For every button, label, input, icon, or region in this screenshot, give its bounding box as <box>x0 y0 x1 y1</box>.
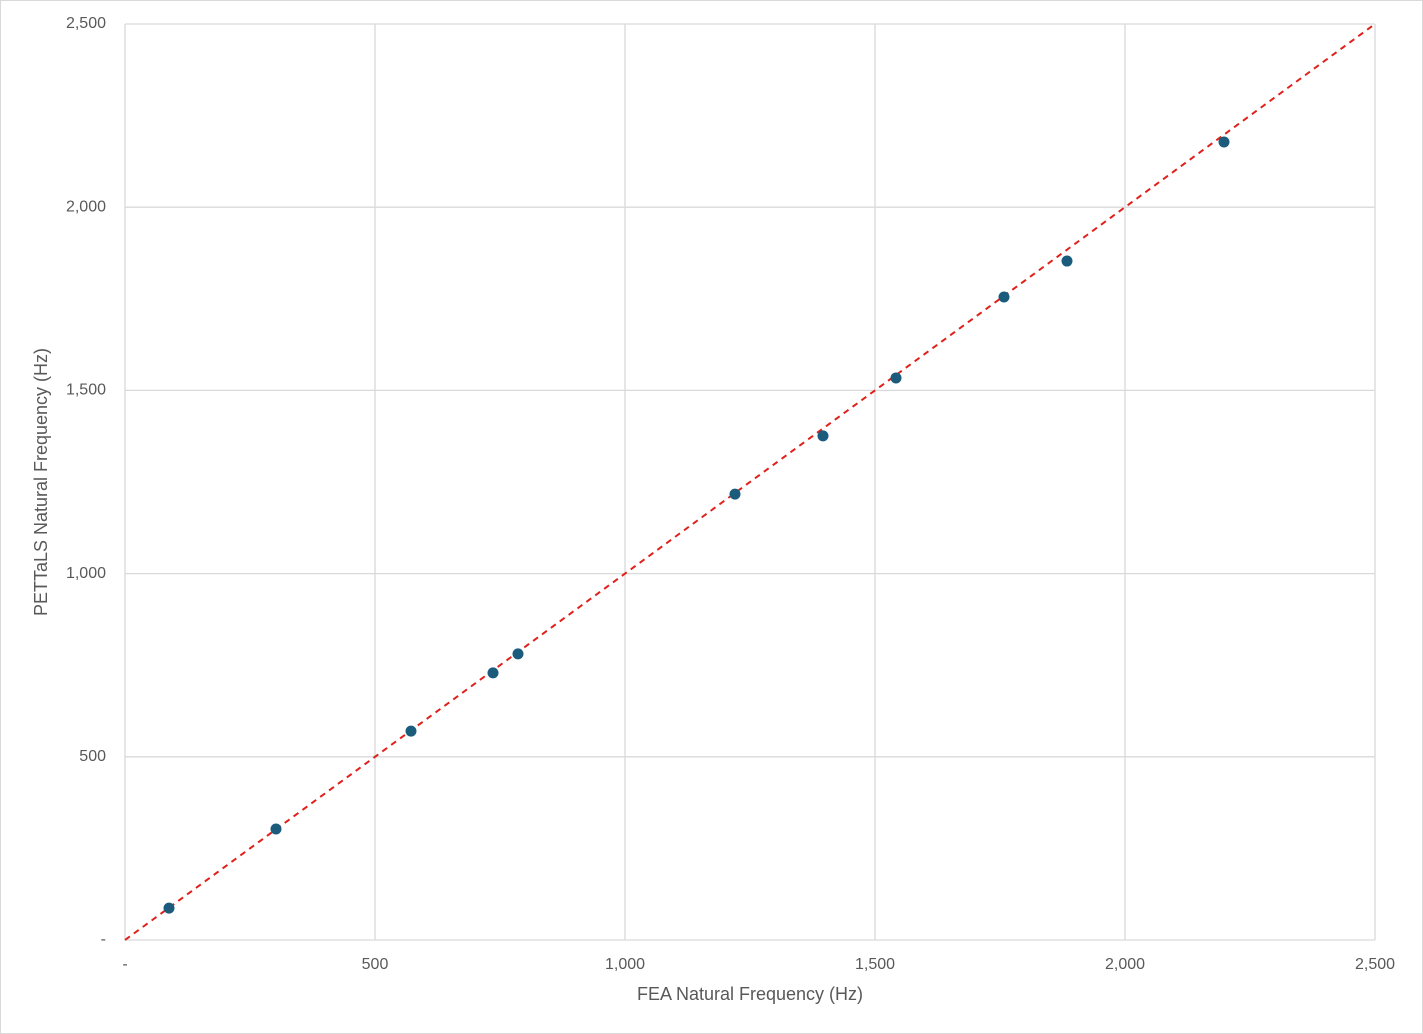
y-tick-label: 1,500 <box>66 382 106 399</box>
y-tick-label: - <box>101 931 106 948</box>
data-point <box>163 902 175 914</box>
y-tick-label: 1,000 <box>66 565 106 582</box>
x-axis-title: FEA Natural Frequency (Hz) <box>637 984 863 1004</box>
x-tick-label: 2,000 <box>1105 956 1145 973</box>
data-point <box>1061 255 1073 267</box>
data-point <box>405 725 417 737</box>
x-tick-label: 1,000 <box>605 956 645 973</box>
y-tick-label: 500 <box>79 748 106 765</box>
y-tick-label: 2,000 <box>66 198 106 215</box>
x-tick-label: 1,500 <box>855 956 895 973</box>
data-point <box>890 372 902 384</box>
y-tick-label: 2,500 <box>66 15 106 32</box>
y-axis-title: PETTaLS Natural Frequency (Hz) <box>31 348 51 616</box>
x-tick-label: 2,500 <box>1355 956 1395 973</box>
x-tick-label: 500 <box>362 956 389 973</box>
x-tick-label: - <box>122 956 127 973</box>
data-point <box>998 291 1010 303</box>
data-point <box>817 430 829 442</box>
reference-line <box>124 23 1376 941</box>
data-point <box>1218 136 1230 148</box>
data-point <box>270 823 282 835</box>
data-point <box>729 488 741 500</box>
data-point <box>487 667 499 679</box>
data-point <box>512 648 524 660</box>
